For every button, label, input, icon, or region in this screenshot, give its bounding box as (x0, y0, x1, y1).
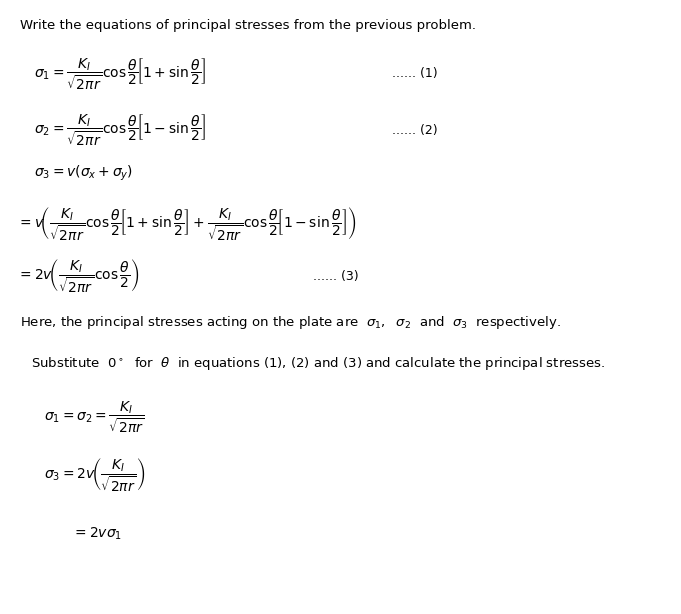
Text: Substitute  $0^\circ$  for  $\theta$  in equations (1), (2) and (3) and calculat: Substitute $0^\circ$ for $\theta$ in equ… (31, 355, 605, 372)
Text: $\sigma_3 = v\left(\sigma_x + \sigma_y\right)$: $\sigma_3 = v\left(\sigma_x + \sigma_y\r… (34, 163, 133, 183)
Text: $\sigma_1 = \dfrac{K_I}{\sqrt{2\pi r}}\cos\dfrac{\theta}{2}\!\left[1 + \sin\dfra: $\sigma_1 = \dfrac{K_I}{\sqrt{2\pi r}}\c… (34, 56, 206, 91)
Text: $= 2v\sigma_1$: $= 2v\sigma_1$ (72, 526, 122, 542)
Text: $= v\!\left(\dfrac{K_I}{\sqrt{2\pi r}}\cos\dfrac{\theta}{2}\!\left[1 + \sin\dfra: $= v\!\left(\dfrac{K_I}{\sqrt{2\pi r}}\c… (17, 206, 357, 243)
Text: Write the equations of principal stresses from the previous problem.: Write the equations of principal stresse… (20, 19, 477, 33)
Text: ...... (2): ...... (2) (392, 123, 437, 137)
Text: Here, the principal stresses acting on the plate are  $\sigma_1,$  $\sigma_2$  a: Here, the principal stresses acting on t… (20, 314, 561, 332)
Text: $\sigma_3 = 2v\!\left(\dfrac{K_I}{\sqrt{2\pi r}}\right)$: $\sigma_3 = 2v\!\left(\dfrac{K_I}{\sqrt{… (44, 457, 146, 494)
Text: $\sigma_2 = \dfrac{K_I}{\sqrt{2\pi r}}\cos\dfrac{\theta}{2}\!\left[1 - \sin\dfra: $\sigma_2 = \dfrac{K_I}{\sqrt{2\pi r}}\c… (34, 112, 206, 148)
Text: $\sigma_1 = \sigma_2 = \dfrac{K_I}{\sqrt{2\pi r}}$: $\sigma_1 = \sigma_2 = \dfrac{K_I}{\sqrt… (44, 400, 145, 435)
Text: ...... (1): ...... (1) (392, 67, 437, 80)
Text: $= 2v\!\left(\dfrac{K_I}{\sqrt{2\pi r}}\cos\dfrac{\theta}{2}\right)$: $= 2v\!\left(\dfrac{K_I}{\sqrt{2\pi r}}\… (17, 258, 140, 295)
Text: ...... (3): ...... (3) (313, 270, 359, 283)
